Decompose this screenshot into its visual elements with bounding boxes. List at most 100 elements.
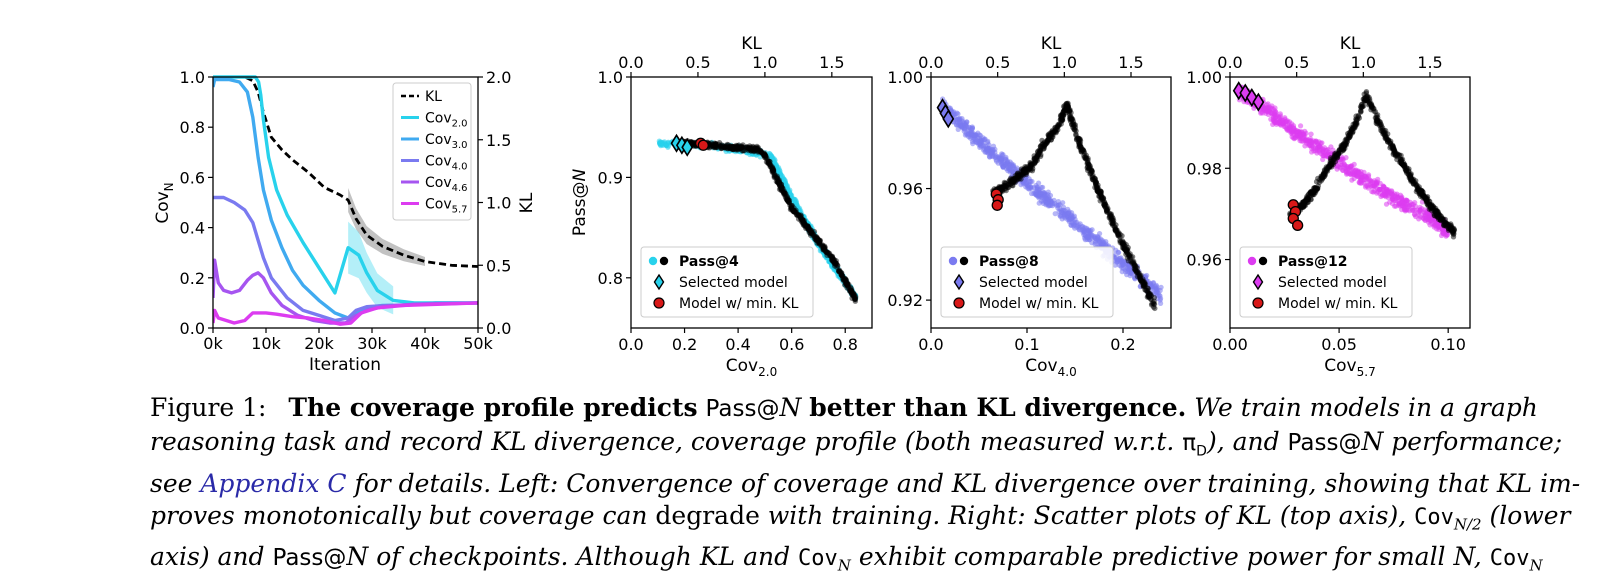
- pass-point: [1038, 184, 1044, 191]
- convergence-ticks: 0k 10k 20k 30k 40k 50k0.00.20.40.60.81.00.00.…: [180, 68, 512, 353]
- caption-cov-n-2: CovN: [1489, 546, 1543, 575]
- pass-point: [1059, 216, 1065, 222]
- kl-point: [1369, 104, 1375, 110]
- kl-point: [1431, 211, 1437, 217]
- pass-point: [988, 149, 994, 155]
- pass-point: [1070, 223, 1077, 229]
- y-axis-label: Pass@N: [570, 169, 590, 237]
- pass-point: [1374, 180, 1380, 186]
- pass-point: [977, 138, 983, 144]
- y-tick-label: 0.92: [887, 291, 923, 310]
- kl-point: [1408, 171, 1414, 177]
- convergence-plot-frame: [212, 76, 479, 329]
- top-x-tick-label: 0.5: [685, 53, 710, 72]
- caption-s4: performance;: [1391, 426, 1563, 456]
- kl-point: [784, 195, 791, 201]
- caption-small-n: N,: [1453, 542, 1482, 572]
- pass-point: [990, 143, 997, 149]
- pass-point: [1283, 118, 1290, 125]
- pass-point: [964, 132, 970, 138]
- legend-selected-label: Selected model: [679, 275, 788, 291]
- kl-point: [1378, 123, 1385, 129]
- x-tick-label: 0.10: [1430, 335, 1466, 354]
- pass-point: [1349, 177, 1355, 183]
- x-tick-label: 10k: [251, 334, 281, 353]
- kl-point: [1078, 149, 1085, 155]
- kl-point: [1028, 167, 1034, 173]
- pass-point: [1052, 200, 1058, 206]
- kl-point: [1081, 152, 1087, 159]
- pass-point: [1358, 173, 1364, 179]
- pass-point: [1381, 187, 1387, 193]
- y-tick-label-left: 0.8: [180, 118, 205, 137]
- kl-point: [1321, 171, 1327, 177]
- pass-point: [1324, 147, 1330, 153]
- pass-point: [1406, 203, 1412, 209]
- x-axis-label: Cov2.0: [726, 356, 777, 379]
- pass-point: [1157, 297, 1163, 303]
- x-tick-label: 0.1: [1014, 335, 1039, 354]
- kl-point: [729, 143, 735, 150]
- caption-s12: exhibit comparable predictive power for …: [858, 542, 1446, 572]
- kl-point: [789, 205, 795, 211]
- legend-minkl-label: Model w/ min. KL: [679, 296, 799, 312]
- scatter-points: [1232, 81, 1458, 240]
- pass-point: [985, 145, 991, 151]
- kl-point: [1131, 261, 1138, 268]
- pass-point: [1298, 123, 1304, 129]
- pass-point: [1413, 213, 1419, 220]
- x-tick-label: 40k: [410, 334, 440, 353]
- kl-point: [1023, 165, 1029, 171]
- kl-point: [821, 245, 828, 251]
- cov2-variance-band: [348, 221, 394, 315]
- kl-variance-band: [348, 187, 425, 266]
- top-x-tick-label: 1.0: [752, 53, 777, 72]
- kl-point: [1366, 94, 1372, 101]
- pass-point: [1358, 180, 1364, 186]
- caption-title-b: better than KL divergence.: [809, 393, 1187, 422]
- selected-model-marker: [1232, 81, 1245, 101]
- convergence-series: [213, 75, 478, 326]
- top-axis-label: KL: [741, 34, 762, 54]
- legend-label-cov46: Cov4.6: [425, 175, 468, 194]
- scatter-points: [656, 133, 859, 304]
- pass-point: [1340, 167, 1346, 173]
- pass-point: [1101, 240, 1107, 246]
- pass-point: [1393, 203, 1399, 209]
- y-axis-label-right: KL: [517, 192, 537, 213]
- scatter-frame: [930, 76, 1172, 329]
- y-tick-label-right: 0.0: [486, 319, 511, 338]
- pass-point: [988, 153, 994, 159]
- pass-point: [1119, 269, 1125, 275]
- x-tick-label: 0.0: [618, 335, 643, 354]
- pass-point: [954, 119, 960, 125]
- min-kl-marker: [1291, 219, 1304, 231]
- series-line-cov57: [213, 301, 478, 326]
- caption-s1: We train models in a graph: [1194, 393, 1538, 422]
- kl-point: [1152, 305, 1158, 312]
- pass-point: [1036, 180, 1042, 186]
- legend-pass-swatch: [948, 256, 958, 266]
- top-axis-label: KL: [1041, 34, 1062, 54]
- caption-n-2: N: [346, 542, 369, 572]
- pass-point: [1355, 169, 1361, 175]
- y-tick-label: 0.96: [1186, 251, 1222, 270]
- pass-point: [978, 143, 984, 149]
- kl-point: [851, 292, 857, 299]
- kl-point: [1328, 164, 1335, 170]
- legend-pass-swatch: [648, 256, 658, 266]
- pass-point: [768, 154, 774, 160]
- x-tick-label: 30k: [357, 334, 387, 353]
- kl-point: [1448, 223, 1454, 229]
- top-x-tick-label: 0.0: [618, 53, 643, 72]
- pass-point: [1000, 164, 1006, 170]
- y-tick-label: 1.00: [1186, 68, 1222, 87]
- pass-point: [1262, 107, 1268, 113]
- figure-caption: Figure 1: The coverage profile predicts …: [150, 392, 1580, 582]
- kl-point: [1037, 153, 1044, 160]
- caption-line-4: proves monotonically but coverage can de…: [150, 500, 1571, 541]
- legend-minkl-swatch: [1252, 297, 1264, 309]
- appendix-link[interactable]: Appendix C: [200, 468, 347, 498]
- pass-point: [1152, 287, 1158, 293]
- pass-point: [1307, 142, 1313, 148]
